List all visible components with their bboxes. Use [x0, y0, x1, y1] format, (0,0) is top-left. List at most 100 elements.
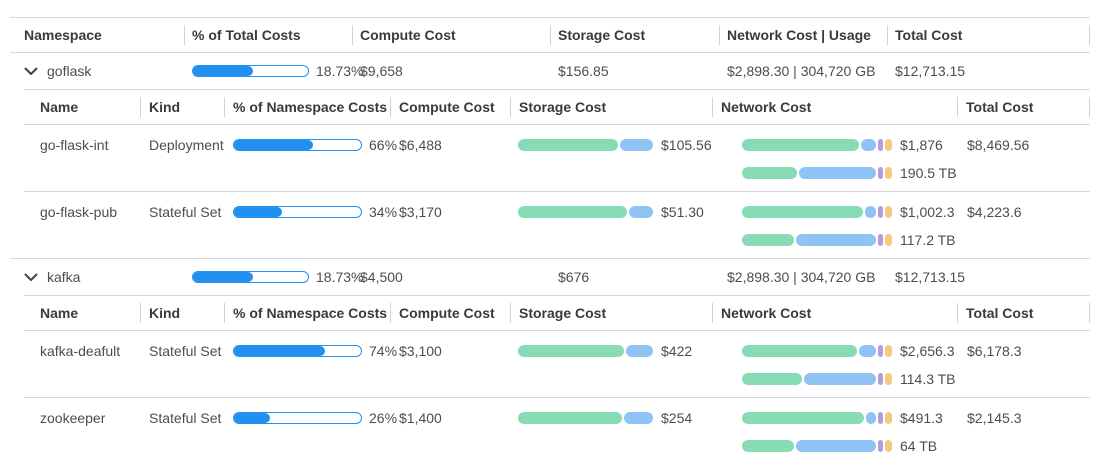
namespace-network-cost-usage: $2,898.30 | 304,720 GB — [727, 63, 876, 79]
network-usage-value: 190.5 TB — [900, 165, 957, 181]
workload-row[interactable]: kafka-deafult Stateful Set 74% $3,100 $4… — [24, 331, 1090, 397]
blue-segment — [623, 412, 653, 424]
header-name: Name — [40, 305, 79, 321]
pct-namespace-value: 66% — [369, 137, 398, 153]
workload-compute-cost: $1,400 — [399, 410, 442, 426]
pct-total-value: 18.73% — [316, 63, 364, 79]
green-segment — [742, 234, 794, 246]
namespace-table-header: Namespace % of Total Costs Compute Cost … — [10, 18, 1090, 53]
chevron-down-icon[interactable] — [24, 273, 38, 282]
pct-total-progressbar — [192, 65, 309, 77]
namespace-cost-table: Namespace % of Total Costs Compute Cost … — [10, 17, 1090, 464]
header-compute-cost: Compute Cost — [390, 90, 510, 124]
header-kind: Kind — [140, 296, 224, 330]
workload-total-cost-cell: $2,145.3 — [957, 410, 1090, 454]
header-storage-cost: Storage Cost — [510, 90, 712, 124]
green-segment — [742, 440, 794, 452]
workload-kind-cell: Stateful Set — [140, 204, 224, 248]
blue-segment — [798, 167, 877, 179]
network-usage-value: 117.2 TB — [900, 232, 956, 248]
purple-segment — [878, 167, 883, 179]
blue-segment — [619, 139, 653, 151]
header-pct-namespace-costs: % of Namespace Costs — [224, 90, 390, 124]
header-network-cost: Network Cost — [712, 90, 957, 124]
network-usage-bar — [742, 167, 892, 179]
header-name: Name — [40, 99, 79, 115]
workload-table-header: Name Kind % of Namespace Costs Compute C… — [24, 90, 1090, 125]
namespace-compute-cost: $9,658 — [360, 63, 403, 79]
namespace-pct-total-cell: 18.73% — [184, 259, 363, 295]
workload-compute-cost: $6,488 — [399, 137, 442, 153]
network-cost-value: $2,656.3 — [900, 343, 955, 359]
namespace-storage-cost: $676 — [558, 269, 590, 285]
workload-total-cost: $8,469.56 — [967, 137, 1030, 153]
workload-name: zookeeper — [40, 410, 106, 426]
workload-compute-cost: $3,170 — [399, 204, 442, 220]
workload-network-cell: $1,002.3 117.2 TB — [712, 204, 957, 248]
namespace-row[interactable]: goflask 18.73% $9,658 $156.85 $2,898.30 … — [10, 53, 1090, 89]
network-cost-value: $1,002.3 — [900, 204, 955, 220]
workload-network-cell: $1,876 190.5 TB — [712, 137, 957, 181]
green-segment — [518, 345, 625, 357]
namespace-name-cell[interactable]: goflask — [10, 53, 184, 89]
pct-namespace-value: 34% — [369, 204, 398, 220]
storage-cost-bar — [518, 206, 653, 218]
workload-storage-cost-cell: $51.30 — [510, 204, 712, 248]
purple-segment — [878, 234, 883, 246]
purple-segment — [878, 345, 883, 357]
workload-pct-cell: 74% — [224, 343, 397, 387]
workload-total-cost-cell: $4,223.6 — [957, 204, 1090, 248]
header-compute-cost: Compute Cost — [352, 18, 550, 52]
network-cost-bar — [742, 206, 892, 218]
workload-row[interactable]: go-flask-pub Stateful Set 34% $3,170 $51… — [24, 191, 1090, 258]
pct-namespace-value: 26% — [369, 410, 398, 426]
header-pct-namespace-costs: % of Namespace Costs — [224, 296, 390, 330]
workload-row[interactable]: zookeeper Stateful Set 26% $1,400 $254 $… — [24, 397, 1090, 464]
workload-network-cell: $2,656.3 114.3 TB — [712, 343, 957, 387]
blue-segment — [804, 373, 877, 385]
workload-pct-cell: 26% — [224, 410, 397, 454]
network-cost-value: $1,876 — [900, 137, 943, 153]
blue-segment — [795, 440, 877, 452]
pct-namespace-progressbar — [233, 412, 362, 424]
namespace-row[interactable]: kafka 18.73% $4,500 $676 $2,898.30 | 304… — [10, 259, 1090, 295]
workload-table-header: Name Kind % of Namespace Costs Compute C… — [24, 296, 1090, 331]
green-segment — [742, 373, 803, 385]
network-cost-bar — [742, 139, 892, 151]
workload-row[interactable]: go-flask-int Deployment 66% $6,488 $105.… — [24, 125, 1090, 191]
workload-name: kafka-deafult — [40, 343, 121, 359]
workload-compute-cost-cell: $3,170 — [390, 204, 510, 248]
workload-pct-cell: 66% — [224, 137, 397, 181]
pct-namespace-value: 74% — [369, 343, 398, 359]
green-segment — [742, 167, 797, 179]
namespace-storage-cost: $156.85 — [558, 63, 609, 79]
orange-segment — [884, 206, 892, 218]
orange-segment — [884, 345, 892, 357]
pct-total-value: 18.73% — [316, 269, 364, 285]
namespace-total-cost: $12,713.15 — [895, 269, 966, 285]
pct-namespace-progressbar — [233, 345, 362, 357]
blue-segment — [859, 345, 877, 357]
workload-pct-cell: 34% — [224, 204, 397, 248]
namespace-name-cell[interactable]: kafka — [10, 259, 184, 295]
header-pct-total-costs: % of Total Costs — [184, 18, 352, 52]
namespace-network-cost-usage: $2,898.30 | 304,720 GB — [727, 269, 876, 285]
workload-network-cell: $491.3 64 TB — [712, 410, 957, 454]
green-segment — [742, 206, 863, 218]
workload-kind: Stateful Set — [149, 343, 222, 359]
workload-compute-cost-cell: $3,100 — [390, 343, 510, 387]
workload-compute-cost: $3,100 — [399, 343, 442, 359]
chevron-down-icon[interactable] — [24, 67, 38, 76]
storage-cost-bar — [518, 345, 653, 357]
namespace-section: goflask 18.73% $9,658 $156.85 $2,898.30 … — [10, 53, 1090, 258]
blue-segment — [629, 206, 653, 218]
pct-namespace-progressbar — [233, 206, 362, 218]
blue-segment — [864, 206, 877, 218]
namespace-name: goflask — [47, 63, 92, 79]
workload-name: go-flask-pub — [40, 204, 118, 220]
workload-total-cost: $4,223.6 — [967, 204, 1022, 220]
namespace-compute-cost: $4,500 — [360, 269, 403, 285]
green-segment — [518, 139, 618, 151]
orange-segment — [884, 234, 892, 246]
header-compute-cost: Compute Cost — [390, 296, 510, 330]
